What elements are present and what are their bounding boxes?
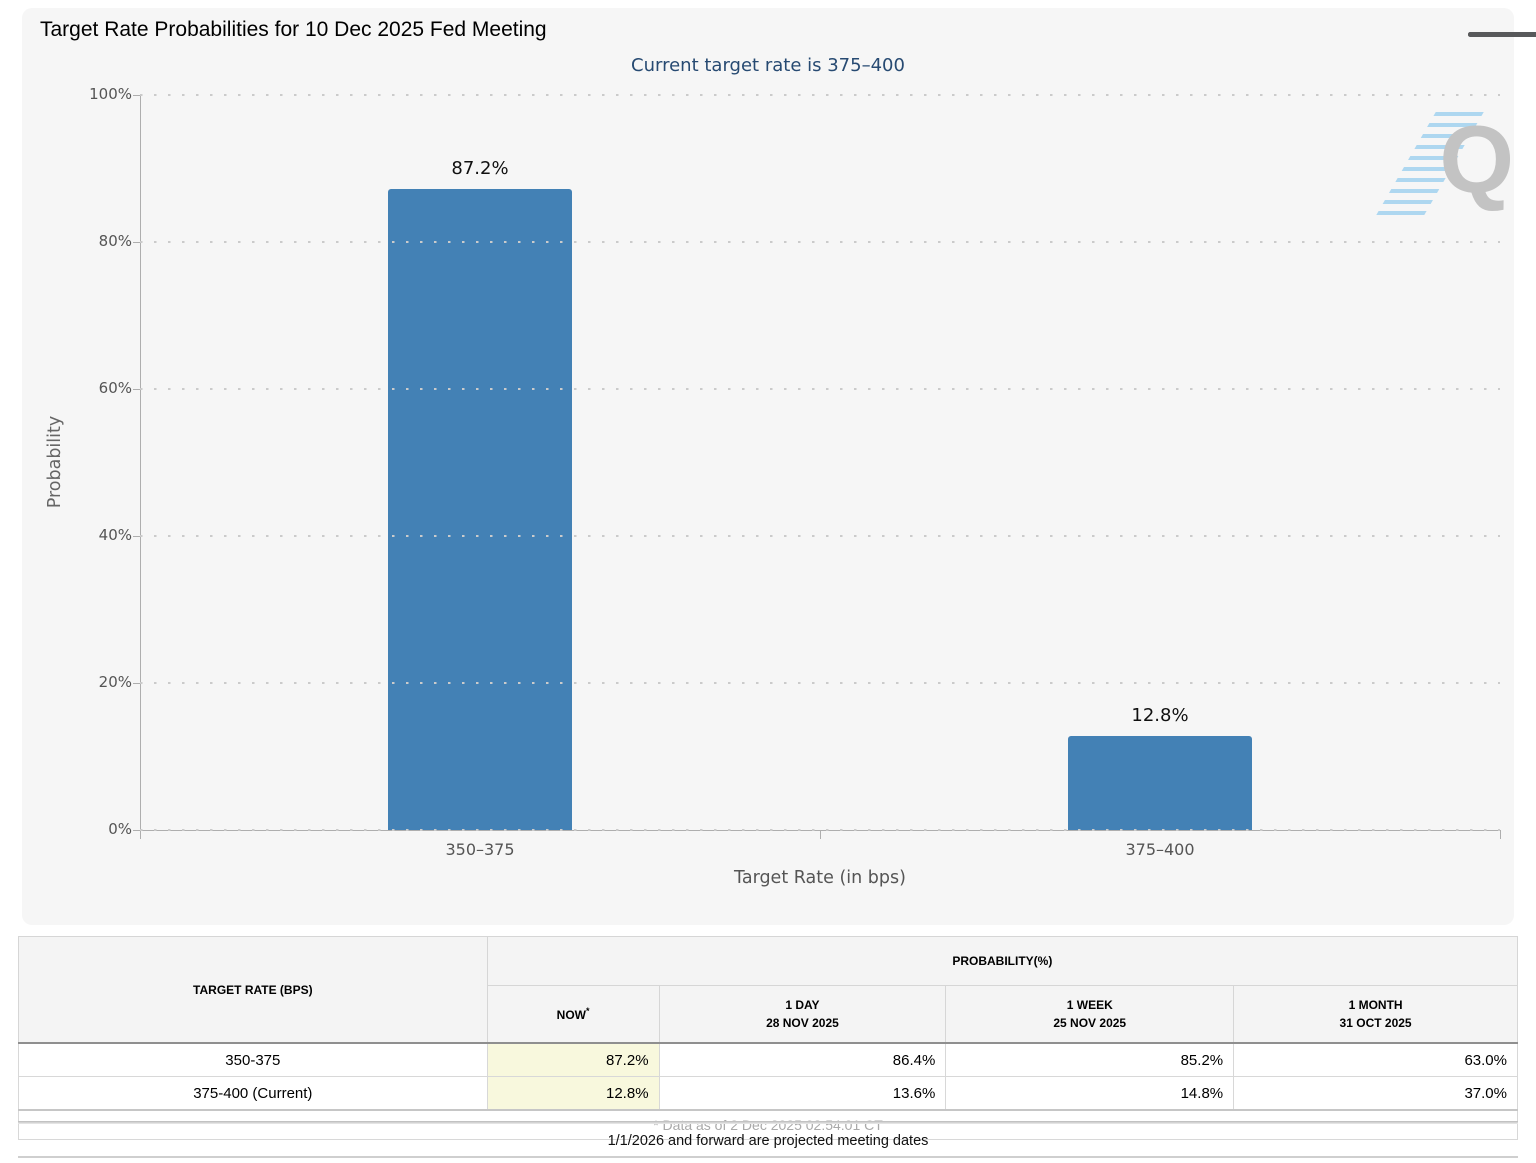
gridline <box>140 94 1500 96</box>
1-day-probability-cell: 86.4% <box>658 1042 947 1077</box>
y-tick-label: 0% <box>108 820 132 838</box>
probability-table: TARGET RATE (BPS) PROBABILITY(%) NOW* 1 … <box>18 936 1519 1140</box>
x-category-label: 350–375 <box>445 840 515 859</box>
table-row: 350-375 87.2% 86.4% 85.2% 63.0% <box>18 1042 1518 1077</box>
x-tick-mark <box>140 831 141 839</box>
chart-panel: Target Rate Probabilities for 10 Dec 202… <box>22 8 1536 925</box>
y-tick-mark <box>133 536 140 537</box>
y-tick-mark <box>133 242 140 243</box>
header-line: 1 DAY <box>785 998 820 1012</box>
y-axis-title: Probability <box>45 415 65 509</box>
probability-bar-350-375[interactable] <box>388 189 572 830</box>
bar-value-label: 12.8% <box>1131 704 1189 726</box>
hamburger-bar <box>1468 32 1536 37</box>
chart-title: Target Rate Probabilities for 10 Dec 202… <box>40 18 547 41</box>
gridline <box>140 388 1500 390</box>
1-day-probability-cell: 13.6% <box>658 1076 947 1111</box>
y-tick-label: 20% <box>98 673 132 691</box>
column-header-1-week: 1 WEEK 25 NOV 2025 <box>945 985 1235 1044</box>
now-label: NOW <box>556 1007 586 1022</box>
now-probability-cell: 87.2% <box>486 1042 660 1077</box>
1-month-probability-cell: 63.0% <box>1233 1042 1518 1077</box>
quikstrike-watermark: Q <box>1372 106 1516 226</box>
x-category-label: 375–400 <box>1125 840 1195 859</box>
header-line: 1 WEEK <box>1066 998 1113 1012</box>
gridline <box>140 682 1500 684</box>
header-line: 25 NOV 2025 <box>1053 1016 1127 1030</box>
gridline <box>140 829 1500 831</box>
y-tick-mark <box>133 683 140 684</box>
gridline <box>140 241 1500 243</box>
column-header-1-month: 1 MONTH 31 OCT 2025 <box>1233 985 1518 1044</box>
column-header-1-day: 1 DAY 28 NOV 2025 <box>658 985 947 1044</box>
header-line: 28 NOV 2025 <box>766 1016 839 1030</box>
y-tick-label: 80% <box>98 232 132 250</box>
x-axis-title: Target Rate (in bps) <box>734 868 906 888</box>
now-probability-cell: 12.8% <box>486 1076 660 1111</box>
rate-cell: 375-400 (Current) <box>18 1076 488 1111</box>
projected-dates-note: 1/1/2026 and forward are projected meeti… <box>18 1127 1518 1158</box>
x-tick-mark <box>1500 831 1501 839</box>
x-tick-mark <box>820 831 821 839</box>
y-tick-mark <box>133 389 140 390</box>
rate-cell: 350-375 <box>18 1042 488 1077</box>
1-week-probability-cell: 14.8% <box>945 1076 1235 1111</box>
section-divider <box>18 1121 1518 1124</box>
watermark-q-letter: Q <box>1439 106 1514 213</box>
bar-value-label: 87.2% <box>451 158 509 180</box>
table-row: 375-400 (Current) 12.8% 13.6% 14.8% 37.0… <box>18 1076 1518 1111</box>
probability-bar-375-400[interactable] <box>1068 735 1252 830</box>
column-header-target-rate: TARGET RATE (BPS) <box>18 936 488 1044</box>
header-line: 1 MONTH <box>1348 998 1403 1012</box>
y-tick-label: 100% <box>89 85 132 103</box>
chart-subtitle: Current target rate is 375–400 <box>631 55 905 76</box>
y-tick-mark <box>133 95 140 96</box>
1-week-probability-cell: 85.2% <box>945 1042 1235 1077</box>
header-line: 31 OCT 2025 <box>1339 1016 1412 1030</box>
1-month-probability-cell: 37.0% <box>1233 1076 1518 1111</box>
chart-plot-area <box>140 95 1501 831</box>
now-asterisk: * <box>586 1005 590 1016</box>
y-tick-label: 40% <box>98 526 132 544</box>
y-tick-label: 60% <box>98 379 132 397</box>
y-tick-mark <box>133 830 140 831</box>
column-header-now: NOW* <box>486 985 660 1044</box>
column-group-header-probability: PROBABILITY(%) <box>486 936 1519 986</box>
gridline <box>140 535 1500 537</box>
